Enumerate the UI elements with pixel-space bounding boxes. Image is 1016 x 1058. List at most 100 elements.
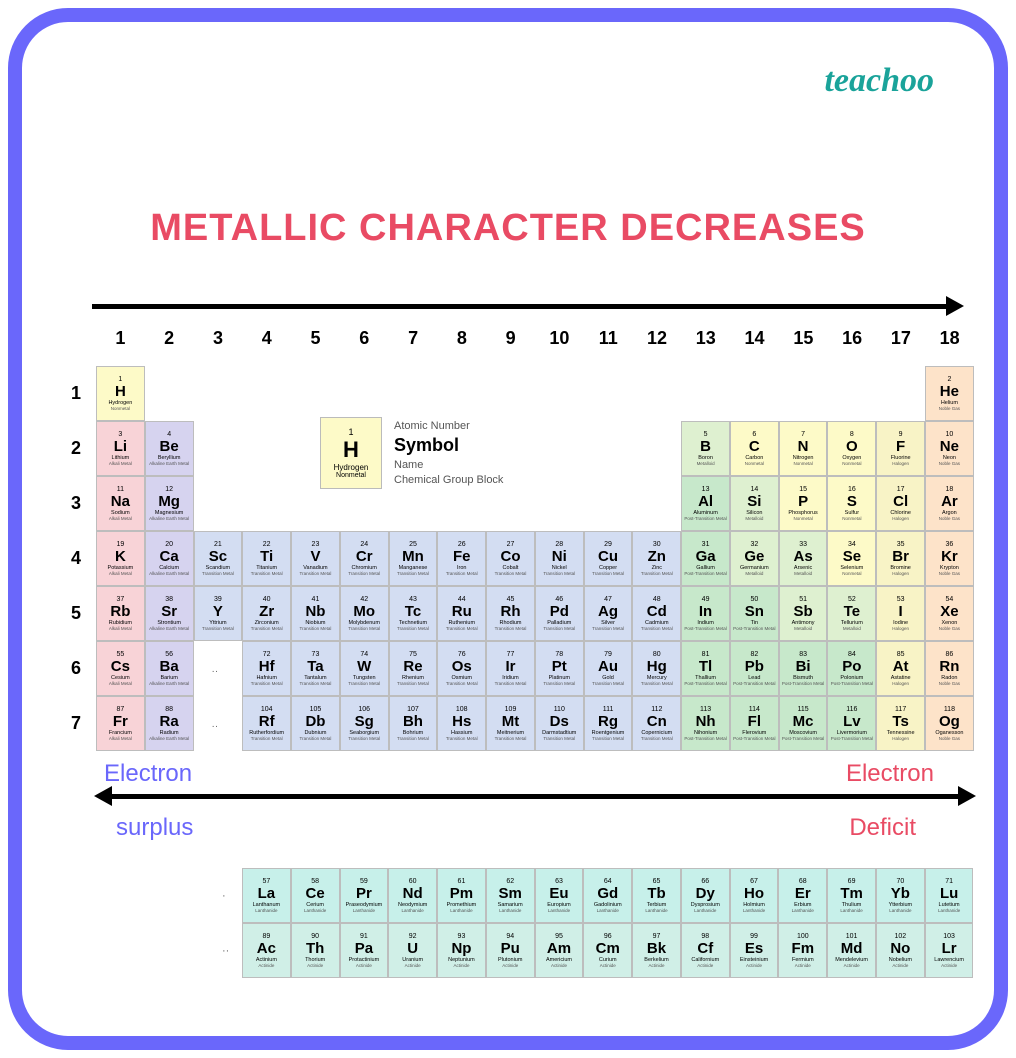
element-Pd: 46PdPalladiumTransition Metal xyxy=(535,586,584,641)
element-Ge: 32GeGermaniumMetalloid xyxy=(730,531,779,586)
empty-cell xyxy=(681,366,730,421)
legend-l-sym: Symbol xyxy=(394,435,503,456)
actinide-marker: ·· xyxy=(222,945,229,957)
element-Hs: 108HsHassiumTransition Metal xyxy=(437,696,486,751)
element-Dy: 66DyDysprosiumLanthanide xyxy=(681,868,730,923)
element-Re: 75ReRheniumTransition Metal xyxy=(389,641,438,696)
group-header: 13 xyxy=(681,328,730,358)
empty-cell xyxy=(535,366,584,421)
legend-num: 1 xyxy=(348,427,353,437)
empty-cell xyxy=(535,476,584,531)
element-Ac: 89AcActiniumActinide xyxy=(242,923,291,978)
element-Md: 101MdMendeleviumActinide xyxy=(827,923,876,978)
period-headers: 1234567 xyxy=(62,366,90,751)
frame: teachoo METALLIC CHARACTER DECREASES 123… xyxy=(8,8,1008,1050)
empty-cell xyxy=(389,366,438,421)
empty-cell xyxy=(584,366,633,421)
element-Pt: 78PtPlatinumTransition Metal xyxy=(535,641,584,696)
empty-cell xyxy=(194,696,243,751)
periodic-table: 1HHydrogenNonmetal2HeHeliumNoble Gas3LiL… xyxy=(96,366,974,751)
element-F: 9FFluorineHalogen xyxy=(876,421,925,476)
element-Hf: 72HfHafniumTransition Metal xyxy=(242,641,291,696)
element-Ar: 18ArArgonNoble Gas xyxy=(925,476,974,531)
element-Br: 35BrBromineHalogen xyxy=(876,531,925,586)
element-Fr: 87FrFranciumAlkali Metal xyxy=(96,696,145,751)
lanthanide-marker: · xyxy=(222,890,226,902)
empty-cell xyxy=(340,366,389,421)
element-Mn: 25MnManganeseTransition Metal xyxy=(389,531,438,586)
element-Ag: 47AgSilverTransition Metal xyxy=(584,586,633,641)
period-header: 2 xyxy=(62,421,90,476)
element-Os: 76OsOsmiumTransition Metal xyxy=(437,641,486,696)
element-Kr: 36KrKryptonNoble Gas xyxy=(925,531,974,586)
arrow-double-icon xyxy=(96,786,974,806)
element-N: 7NNitrogenNonmetal xyxy=(779,421,828,476)
legend-name: Hydrogen xyxy=(334,463,369,472)
group-header: 9 xyxy=(486,328,535,358)
element-Fm: 100FmFermiumActinide xyxy=(778,923,827,978)
element-Cl: 17ClChlorineHalogen xyxy=(876,476,925,531)
empty-cell xyxy=(827,366,876,421)
label-electron-surplus-top: Electron xyxy=(104,760,192,788)
period-row: 55CsCesiumAlkali Metal56BaBariumAlkaline… xyxy=(96,641,974,696)
element-Nb: 41NbNiobiumTransition Metal xyxy=(291,586,340,641)
element-Ga: 31GaGalliumPost-Transition Metal xyxy=(681,531,730,586)
element-U: 92UUraniumActinide xyxy=(388,923,437,978)
element-Sr: 38SrStrontiumAlkaline Earth Metal xyxy=(145,586,194,641)
group-header: 1 xyxy=(96,328,145,358)
element-Au: 79AuGoldTransition Metal xyxy=(584,641,633,696)
element-Lr: 103LrLawrenciumActinide xyxy=(925,923,974,978)
element-H: 1HHydrogenNonmetal xyxy=(96,366,145,421)
f-block-row: 89AcActiniumActinide90ThThoriumActinide9… xyxy=(242,923,974,978)
element-Zr: 40ZrZirconiumTransition Metal xyxy=(242,586,291,641)
period-row: 37RbRubidiumAlkali Metal38SrStrontiumAlk… xyxy=(96,586,974,641)
element-Na: 11NaSodiumAlkali Metal xyxy=(96,476,145,531)
element-Al: 13AlAluminumPost-Transition Metal xyxy=(681,476,730,531)
period-row: 87FrFranciumAlkali Metal88RaRadiumAlkali… xyxy=(96,696,974,751)
element-Te: 52TeTelluriumMetalloid xyxy=(827,586,876,641)
element-Lu: 71LuLutetiumLanthanide xyxy=(925,868,974,923)
element-Ta: 73TaTantalumTransition Metal xyxy=(291,641,340,696)
group-header: 14 xyxy=(730,328,779,358)
element-Og: 118OgOganessonNoble Gas xyxy=(925,696,974,751)
element-C: 6CCarbonNonmetal xyxy=(730,421,779,476)
element-Sm: 62SmSamariumLanthanide xyxy=(486,868,535,923)
group-header: 10 xyxy=(535,328,584,358)
empty-cell xyxy=(145,366,194,421)
element-In: 49InIndiumPost-Transition Metal xyxy=(681,586,730,641)
group-header: 16 xyxy=(828,328,877,358)
element-Pm: 61PmPromethiumLanthanide xyxy=(437,868,486,923)
element-K: 19KPotassiumAlkali Metal xyxy=(96,531,145,586)
element-Yb: 70YbYtterbiumLanthanide xyxy=(876,868,925,923)
element-Ti: 22TiTitaniumTransition Metal xyxy=(242,531,291,586)
element-Rh: 45RhRhodiumTransition Metal xyxy=(486,586,535,641)
empty-cell xyxy=(584,421,633,476)
element-Ca: 20CaCalciumAlkaline Earth Metal xyxy=(145,531,194,586)
period-header: 5 xyxy=(62,586,90,641)
empty-cell xyxy=(194,366,243,421)
empty-cell xyxy=(486,366,535,421)
element-Cr: 24CrChromiumTransition Metal xyxy=(340,531,389,586)
element-Sb: 51SbAntimonyMetalloid xyxy=(779,586,828,641)
element-Cm: 96CmCuriumActinide xyxy=(583,923,632,978)
element-Cn: 112CnCoperniciumTransition Metal xyxy=(632,696,681,751)
brand-logo: teachoo xyxy=(824,62,934,100)
element-Er: 68ErErbiumLanthanide xyxy=(778,868,827,923)
element-Nd: 60NdNeodymiumLanthanide xyxy=(388,868,437,923)
element-Sn: 50SnTinPost-Transition Metal xyxy=(730,586,779,641)
empty-cell xyxy=(194,421,243,476)
legend-l-name: Name xyxy=(394,459,503,471)
element-As: 33AsArsenicMetalloid xyxy=(779,531,828,586)
element-Ts: 117TsTennessineHalogen xyxy=(876,696,925,751)
element-Cs: 55CsCesiumAlkali Metal xyxy=(96,641,145,696)
element-Ds: 110DsDarmstadtiumTransition Metal xyxy=(535,696,584,751)
period-row: 3LiLithiumAlkali Metal4BeBerylliumAlkali… xyxy=(96,421,974,476)
group-header: 7 xyxy=(389,328,438,358)
element-No: 102NoNobeliumActinide xyxy=(876,923,925,978)
element-Pu: 94PuPlutoniumActinide xyxy=(486,923,535,978)
group-header: 6 xyxy=(340,328,389,358)
element-Es: 99EsEinsteiniumActinide xyxy=(730,923,779,978)
element-Mg: 12MgMagnesiumAlkaline Earth Metal xyxy=(145,476,194,531)
group-header: 15 xyxy=(779,328,828,358)
legend-labels: Atomic Number Symbol Name Chemical Group… xyxy=(394,417,503,489)
